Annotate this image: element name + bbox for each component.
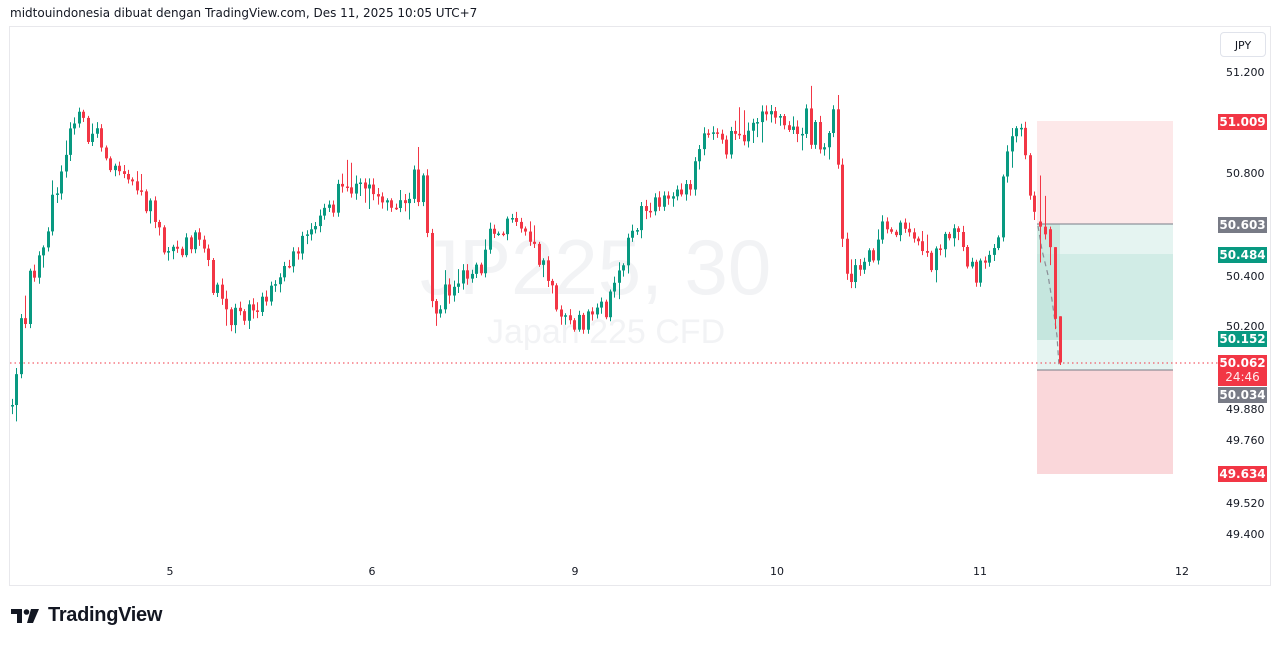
currency-button[interactable]: JPY bbox=[1220, 32, 1266, 57]
tradingview-logo-icon bbox=[11, 608, 39, 623]
x-tick: 11 bbox=[973, 565, 987, 578]
x-tick: 9 bbox=[571, 565, 579, 578]
stop-loss-zone bbox=[1037, 121, 1173, 224]
x-tick: 12 bbox=[1175, 565, 1189, 578]
trade-path-line bbox=[1037, 225, 1060, 367]
x-tick: 10 bbox=[770, 565, 784, 578]
last-price-label: 50.062 24:46 bbox=[1218, 355, 1267, 386]
short-position-tool[interactable] bbox=[1037, 121, 1173, 474]
y-tick: 49.760 bbox=[1226, 434, 1265, 447]
x-tick: 5 bbox=[166, 565, 174, 578]
candles-layer bbox=[11, 85, 1036, 422]
chart-attribution: midtouindonesia dibuat dengan TradingVie… bbox=[10, 6, 478, 20]
logo-text: TradingView bbox=[48, 604, 163, 626]
target-price-label: 50.484 bbox=[1218, 247, 1267, 263]
y-tick: 49.400 bbox=[1226, 528, 1265, 541]
position-close-price-label: 50.034 bbox=[1218, 387, 1267, 403]
stop-loss-price-label: 51.009 bbox=[1218, 114, 1267, 130]
y-tick: 51.200 bbox=[1226, 66, 1265, 79]
stop-2-price-label: 49.634 bbox=[1218, 466, 1267, 482]
tradingview-logo[interactable]: TradingView bbox=[11, 604, 162, 627]
x-tick: 6 bbox=[368, 565, 376, 578]
y-tick: 50.200 bbox=[1226, 320, 1265, 333]
entry-price-label: 50.603 bbox=[1218, 217, 1267, 233]
y-tick: 49.880 bbox=[1226, 403, 1265, 416]
y-tick: 50.800 bbox=[1226, 167, 1265, 180]
y-tick: 50.400 bbox=[1226, 270, 1265, 283]
y-tick: 49.520 bbox=[1226, 497, 1265, 510]
candle-countdown: 24:46 bbox=[1225, 370, 1260, 384]
recent-candles-layer bbox=[1039, 175, 1062, 365]
take-profit-zone bbox=[1037, 370, 1173, 474]
target-2-price-label: 50.152 bbox=[1218, 331, 1267, 347]
last-price-value: 50.062 bbox=[1219, 356, 1266, 370]
